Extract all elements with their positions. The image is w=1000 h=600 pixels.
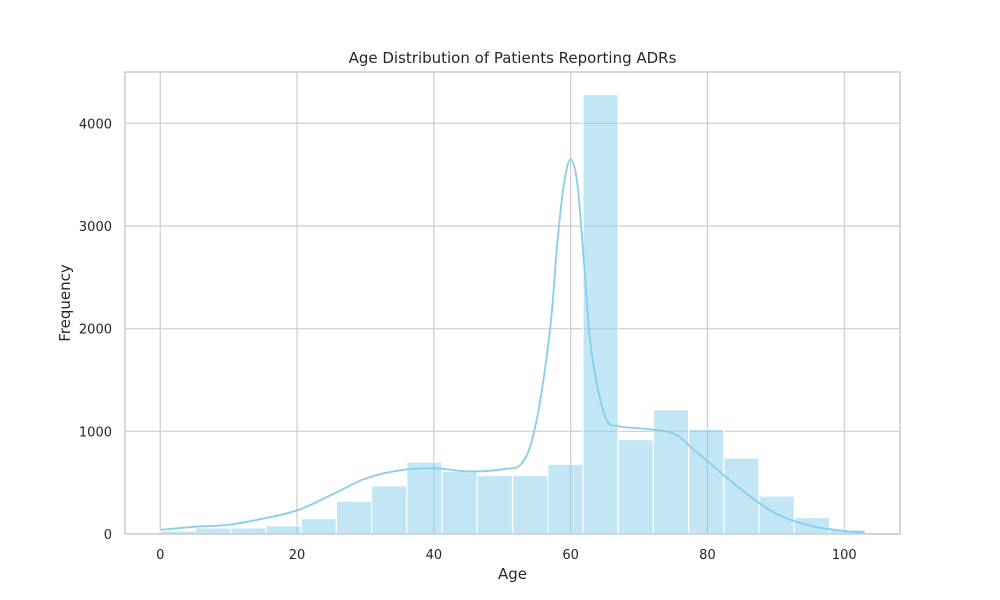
y-tick-label: 0: [104, 528, 112, 543]
kde-curve: [160, 158, 865, 534]
histogram-bar: [723, 457, 760, 535]
histogram-bar: [688, 428, 725, 535]
histogram-bar: [335, 500, 373, 535]
y-tick-label: 1000: [79, 425, 112, 440]
histogram-bar: [582, 93, 619, 535]
histogram-bar: [547, 463, 584, 535]
x-axis-ticks: 0 20 40 60 80 100: [156, 548, 857, 563]
histogram-bars: [159, 93, 901, 535]
histogram-bar: [511, 474, 549, 535]
y-tick-label: 2000: [79, 323, 112, 338]
y-tick-label: 3000: [79, 220, 112, 235]
y-axis-label: Frequency: [56, 264, 74, 342]
x-tick-label: 20: [289, 548, 306, 563]
histogram-bar: [441, 470, 478, 535]
histogram-bar: [476, 474, 514, 535]
x-tick-label: 60: [562, 548, 579, 563]
x-tick-label: 40: [426, 548, 443, 563]
x-tick-label: 0: [156, 548, 164, 563]
histogram-bar: [265, 525, 302, 535]
plot-frame: [124, 71, 901, 535]
histogram-bar: [370, 485, 408, 535]
histogram-bar: [406, 461, 443, 535]
grid-lines: [125, 72, 900, 535]
histogram-bar: [617, 438, 655, 535]
histogram-bar: [652, 409, 690, 535]
chart-title: Age Distribution of Patients Reporting A…: [349, 49, 677, 67]
histogram-bar: [194, 527, 232, 535]
y-axis-ticks: 0 1000 2000 3000 4000: [79, 117, 112, 543]
histogram-bar: [758, 495, 795, 535]
kde-curve-group: [160, 158, 865, 534]
histogram-bar: [230, 527, 267, 535]
x-axis-label: Age: [498, 565, 527, 583]
x-tick-label: 80: [699, 548, 716, 563]
y-tick-label: 4000: [79, 117, 112, 132]
histogram-bar: [300, 517, 337, 535]
x-tick-label: 100: [832, 548, 857, 563]
